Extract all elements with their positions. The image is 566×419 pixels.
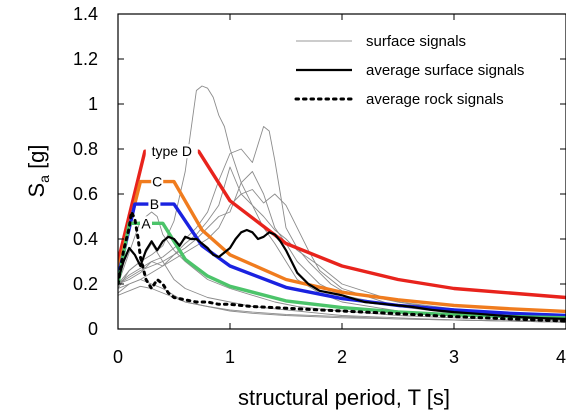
x-tick-label: 0	[113, 347, 123, 367]
code-label-a: A	[141, 215, 151, 231]
y-tick-label: 0.8	[73, 139, 98, 159]
y-tick-label: 1	[88, 94, 98, 114]
series-layer	[118, 85, 566, 323]
y-axis-title-main: S	[24, 183, 49, 198]
code-label-type-d: type D	[152, 143, 192, 159]
code-label-background	[148, 197, 161, 212]
y-tick-label: 0.2	[73, 274, 98, 294]
surface-signal-line-11	[118, 211, 566, 322]
legend-label-average-surface-signals: average surface signals	[366, 62, 524, 79]
surface-signal-line-14	[118, 285, 566, 323]
y-tick-label: 1.4	[73, 4, 98, 24]
surface-signal-line-10	[118, 189, 566, 321]
code-spectrum-line-b	[118, 202, 566, 318]
legend-label-average-rock-signals: average rock signals	[366, 91, 504, 108]
y-tick-label: 0.4	[73, 229, 98, 249]
x-axis-title: structural period, T [s]	[238, 385, 450, 410]
code-label-background	[140, 216, 152, 231]
legend: surface signals average surface signals …	[294, 33, 524, 108]
y-tick-label: 1.2	[73, 49, 98, 69]
code-label-c: C	[152, 174, 162, 190]
x-tick-label: 2	[337, 347, 347, 367]
code-label-b: B	[150, 196, 159, 212]
x-tick-label: 3	[449, 347, 459, 367]
code-label-background	[145, 144, 198, 159]
code-label-background	[151, 174, 164, 189]
y-axis-title-subscript: a	[36, 175, 52, 183]
average-surface-signals-line	[118, 228, 566, 320]
surface-signal-line-12	[118, 243, 566, 323]
code-spectrum-line-a	[118, 221, 566, 320]
y-tick-label: 0	[88, 319, 98, 339]
annotation-layer: type D CBA	[140, 143, 198, 231]
y-tick-label: 0.6	[73, 184, 98, 204]
x-axis-ticks: 0 1 2 3 4	[113, 14, 566, 367]
x-tick-label: 1	[225, 347, 235, 367]
legend-label-surface-signals: surface signals	[366, 33, 466, 50]
y-axis-ticks: 0 0.2 0.4 0.6 0.8 1 1.2 1.4	[73, 4, 566, 339]
x-tick-label: 4	[556, 347, 566, 367]
surface-signal-line-7	[118, 126, 566, 316]
y-axis-title: Sa [g]	[24, 144, 52, 197]
y-axis-title-unit: [g]	[24, 144, 49, 175]
